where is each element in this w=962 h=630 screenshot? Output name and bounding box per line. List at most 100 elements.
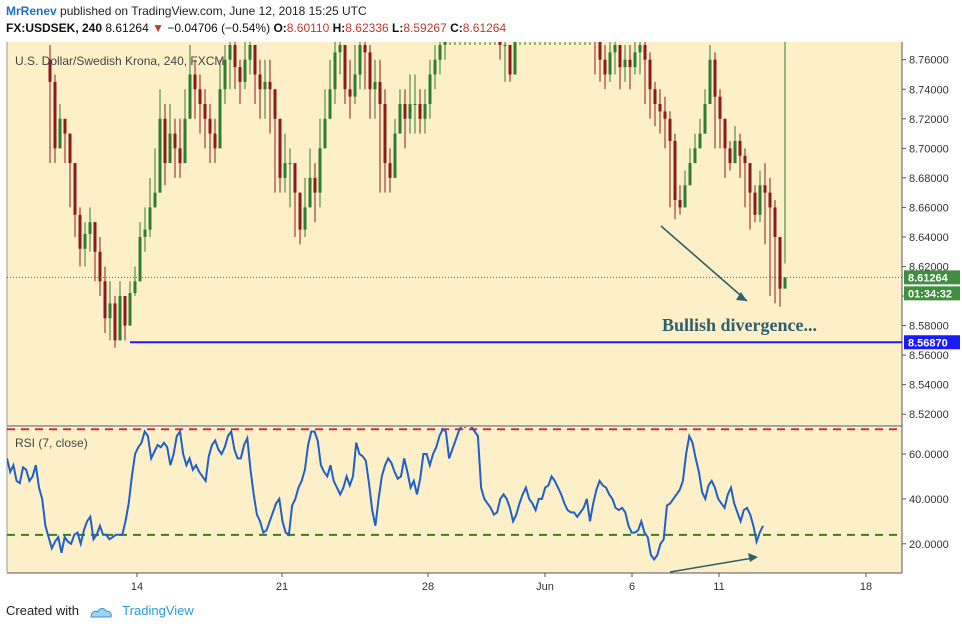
candle [668,111,672,208]
open-value: 8.60110 [286,21,330,35]
rsi-tick-label: 60.0000 [909,449,949,461]
candle-body [579,30,582,31]
candle-body [183,118,187,164]
publish-line: MrRenev published on TradingView.com, Ju… [6,4,367,18]
footer: Created with TradingView [6,603,194,619]
candle-body [348,89,352,97]
candle [198,74,202,134]
candle-body [698,133,702,149]
price-pane [7,42,902,426]
candle-body [298,192,302,230]
price-change: −0.04706 (−0.54%) [167,21,271,35]
candle-body [253,44,257,75]
countdown-tag [904,286,960,301]
candle-body [643,44,647,60]
candle [248,42,252,75]
price-arrow-annotation [660,225,748,302]
candle [213,118,217,164]
candle [333,42,337,105]
candle [283,133,287,193]
candle-body [564,30,567,31]
candle-body [393,133,397,178]
rsi-arrow-annotation [669,553,758,573]
candle-body [283,163,287,178]
candle-body [308,177,312,208]
candle [738,133,742,178]
x-tick-label: 21 [276,581,288,593]
candle [173,118,177,178]
price-arrow-head [736,292,747,301]
candle [328,59,332,119]
candle [544,42,546,45]
candle-body [459,30,462,31]
candle [498,42,502,60]
candle [618,44,622,90]
candle-body [618,44,622,68]
candle-body [773,207,777,237]
candle [559,42,561,45]
candle [98,236,102,297]
candle-body [378,81,382,105]
candle-body [228,44,232,60]
candle-body [454,30,457,31]
down-triangle-icon: ▼ [152,21,164,35]
candle [238,59,242,105]
candle-body [278,118,282,178]
candle [594,42,596,75]
x-tick-label: 6 [629,581,635,593]
rsi-arrow-head [748,553,758,562]
candle [413,74,417,134]
candle-body [713,59,717,97]
candle [743,148,747,208]
candle [133,266,137,297]
candle [479,30,482,45]
candle [633,42,637,75]
candle [218,59,222,149]
candle [703,89,707,134]
rsi-pane [7,427,902,573]
candle [73,163,77,237]
candle-body [413,104,417,106]
candle-body [753,192,757,215]
candle [193,59,197,119]
candle [268,59,272,134]
candle-body [433,59,437,75]
candle-body [783,277,787,289]
candle [643,42,647,105]
candle [298,192,302,245]
candle-body [273,89,277,119]
candle [253,44,257,105]
candle [143,207,147,252]
candle [778,236,782,307]
author-name[interactable]: MrRenev [6,4,57,18]
price-tick-label: 8.72000 [909,114,949,126]
candle [464,42,466,45]
candle [524,42,526,45]
candle [88,207,92,252]
tradingview-brand[interactable]: TradingView [122,603,194,618]
candle-body [68,133,72,164]
price-tick-label: 8.52000 [909,409,949,421]
candle-body [143,229,147,237]
candle [748,163,752,230]
candle-body [128,293,132,326]
candle [348,59,352,119]
candle-body [288,163,292,165]
candle-body [263,81,267,90]
candle [338,42,342,75]
candle [228,42,232,90]
candle [534,42,536,45]
candle-body [658,104,662,112]
candle-body [768,192,772,208]
candle-body [303,207,307,230]
candle [653,81,657,127]
candle-body [88,222,92,234]
candle-body [333,52,337,90]
candle [648,52,652,119]
candle [58,104,62,149]
candle-body [603,59,607,75]
candle-body [479,30,482,31]
candle-body [663,111,667,119]
candle [608,42,612,82]
